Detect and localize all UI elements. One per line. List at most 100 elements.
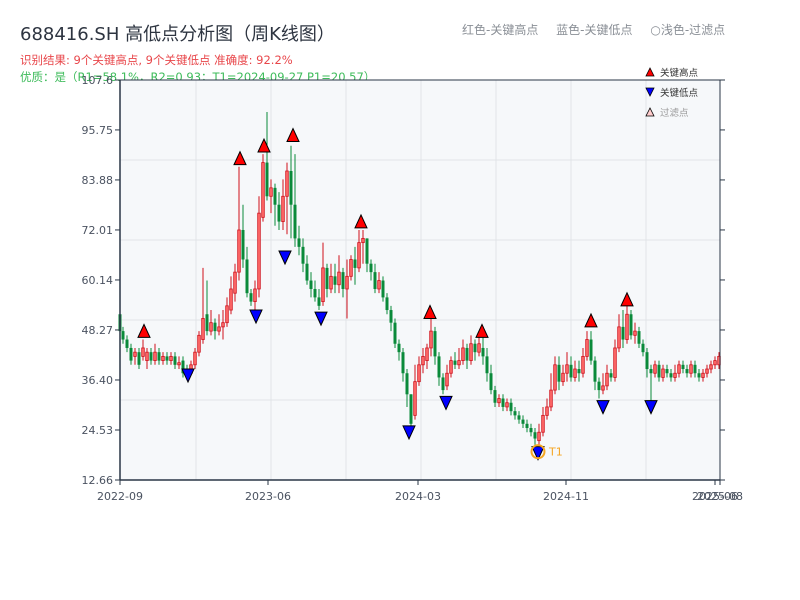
candle xyxy=(281,179,285,230)
low-marker-icon xyxy=(314,311,328,327)
candle xyxy=(629,310,633,340)
legend-label: 过滤点 xyxy=(660,107,689,119)
candle xyxy=(709,360,713,374)
legend-marker-icon xyxy=(645,67,655,77)
candle xyxy=(173,352,177,370)
candle xyxy=(485,347,489,382)
candle xyxy=(337,255,341,294)
high-marker-icon xyxy=(584,312,598,328)
candle xyxy=(457,347,461,370)
candle xyxy=(345,259,349,319)
candle xyxy=(697,369,701,382)
candle xyxy=(425,343,429,370)
candle xyxy=(409,394,413,429)
y-tick-label: 24.53 xyxy=(82,424,114,437)
candle xyxy=(157,347,161,365)
candle xyxy=(145,347,149,370)
candle xyxy=(297,225,301,256)
candle xyxy=(181,356,185,378)
candle xyxy=(701,369,705,382)
candle xyxy=(473,339,477,361)
candle xyxy=(633,322,637,344)
candle xyxy=(433,326,437,365)
candle xyxy=(437,352,441,386)
candle xyxy=(141,339,145,361)
candle xyxy=(705,364,709,378)
high-marker-icon xyxy=(620,291,634,307)
y-tick-label: 95.75 xyxy=(82,124,114,137)
candle xyxy=(477,335,481,357)
candle xyxy=(269,179,273,214)
y-tick-label: 107.6 xyxy=(82,74,114,87)
candle xyxy=(713,356,717,370)
candle xyxy=(469,335,473,365)
candle xyxy=(545,398,549,420)
candle xyxy=(233,263,237,302)
candle xyxy=(653,360,657,378)
candle xyxy=(245,246,249,298)
candle xyxy=(449,356,453,378)
color-legend-note: 红色-关键高点 蓝色-关键低点 ○浅色-过滤点 xyxy=(462,21,725,38)
low-marker-icon xyxy=(531,446,545,461)
candle xyxy=(465,343,469,370)
candle xyxy=(301,238,305,273)
candle xyxy=(133,347,137,365)
candle xyxy=(521,415,525,429)
candle xyxy=(501,394,505,412)
legend-label: 关键高点 xyxy=(660,67,699,79)
candle xyxy=(481,335,485,365)
candle xyxy=(149,347,153,365)
high-marker-icon xyxy=(286,127,300,143)
candle xyxy=(385,293,389,315)
high-marker-icon xyxy=(257,137,271,153)
candle xyxy=(261,154,265,222)
candle xyxy=(537,423,541,445)
x-tick-label: 2024-11 xyxy=(543,490,589,503)
candle xyxy=(589,331,593,365)
candle xyxy=(253,280,257,311)
t1-ring-icon xyxy=(530,444,546,460)
candle xyxy=(137,347,141,370)
candle xyxy=(461,339,465,365)
candle xyxy=(565,352,569,382)
x-tick-label: 2023-06 xyxy=(245,490,291,503)
candle xyxy=(365,238,369,273)
candle xyxy=(377,272,381,294)
key-low-markers xyxy=(181,250,658,461)
candle xyxy=(417,356,421,386)
candle xyxy=(401,347,405,382)
candle xyxy=(597,377,601,399)
low-marker-icon xyxy=(249,309,263,325)
legend-marker-icon xyxy=(645,87,655,97)
candle xyxy=(285,162,289,235)
y-tick-label: 83.88 xyxy=(82,174,114,187)
candle xyxy=(209,310,213,336)
candle xyxy=(429,318,433,357)
candle xyxy=(205,280,209,336)
y-tick-label: 12.66 xyxy=(82,474,114,487)
candle xyxy=(689,360,693,378)
candle xyxy=(241,204,245,268)
candle xyxy=(197,331,201,357)
chart-title: 688416.SH 高低点分析图（周K线图） xyxy=(20,24,335,45)
plot-area xyxy=(120,80,720,480)
candle xyxy=(329,263,333,294)
high-marker-icon xyxy=(354,213,368,229)
candle xyxy=(349,255,353,281)
candle xyxy=(581,347,585,378)
candle xyxy=(665,364,669,378)
y-tick-label: 48.27 xyxy=(82,324,114,337)
candle xyxy=(561,364,565,386)
low-marker-icon xyxy=(596,400,610,415)
y-tick-label: 60.14 xyxy=(82,274,114,287)
candle xyxy=(517,411,521,424)
low-marker-icon xyxy=(181,368,195,384)
recognition-result: 识别结果: 9个关键高点, 9个关键低点 准确度: 92.2% xyxy=(20,53,293,67)
x-tick-label: 2025-06 xyxy=(692,490,738,503)
legend-label: 关键低点 xyxy=(660,87,699,99)
axes: 12.66 24.53 36.40 48.27 60.14 72.01 83.88 95.75… xyxy=(82,74,743,503)
candle xyxy=(677,360,681,378)
candle xyxy=(325,263,329,298)
candle xyxy=(641,339,645,357)
